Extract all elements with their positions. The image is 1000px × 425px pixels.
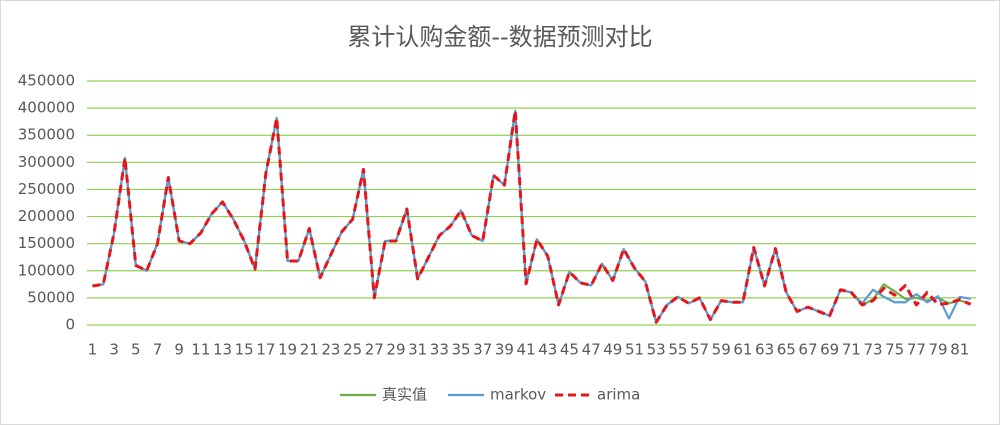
x-tick-label: 25: [343, 341, 362, 359]
y-tick-label: 50000: [27, 288, 75, 306]
y-tick-label: 100000: [18, 261, 75, 279]
x-tick-label: 9: [174, 341, 184, 359]
x-tick-label: 53: [647, 341, 666, 359]
x-tick-label: 23: [321, 341, 340, 359]
y-tick-label: 0: [65, 316, 75, 334]
y-tick-label: 150000: [18, 234, 75, 252]
x-tick-label: 17: [256, 341, 275, 359]
x-tick-label: 43: [538, 341, 557, 359]
x-tick-label: 55: [668, 341, 687, 359]
x-tick-label: 3: [109, 341, 119, 359]
x-tick-label: 5: [131, 341, 141, 359]
x-tick-label: 37: [473, 341, 492, 359]
x-tick-label: 29: [386, 341, 405, 359]
x-tick-label: 63: [755, 341, 774, 359]
legend-label: markov: [490, 386, 546, 404]
x-tick-label: 31: [408, 341, 427, 359]
x-tick-label: 79: [929, 341, 948, 359]
y-tick-label: 200000: [18, 207, 75, 225]
x-tick-label: 47: [582, 341, 601, 359]
x-tick-label: 45: [560, 341, 579, 359]
x-tick-label: 1: [88, 341, 98, 359]
x-tick-label: 7: [153, 341, 163, 359]
x-tick-label: 57: [690, 341, 709, 359]
x-tick-label: 67: [798, 341, 817, 359]
series-line: [92, 109, 972, 324]
x-tick-label: 41: [517, 341, 536, 359]
x-tick-label: 51: [625, 341, 644, 359]
x-tick-label: 19: [278, 341, 297, 359]
chart-title: 累计认购金额--数据预测对比: [347, 23, 652, 51]
x-tick-label: 75: [885, 341, 904, 359]
y-tick-label: 450000: [18, 72, 75, 90]
x-tick-label: 39: [495, 341, 514, 359]
legend-label: arima: [597, 386, 640, 404]
x-tick-label: 15: [235, 341, 254, 359]
x-tick-label: 11: [191, 341, 210, 359]
y-tick-label: 300000: [18, 153, 75, 171]
x-tick-label: 61: [733, 341, 752, 359]
x-tick-label: 13: [213, 341, 232, 359]
x-tick-label: 35: [451, 341, 470, 359]
x-tick-label: 73: [863, 341, 882, 359]
x-tick-label: 49: [603, 341, 622, 359]
y-tick-label: 400000: [18, 99, 75, 117]
x-tick-label: 65: [777, 341, 796, 359]
x-tick-label: 77: [907, 341, 926, 359]
legend-label: 真实值: [382, 386, 427, 404]
x-tick-label: 59: [712, 341, 731, 359]
x-tick-label: 69: [820, 341, 839, 359]
x-tick-label: 33: [430, 341, 449, 359]
x-tick-label: 21: [300, 341, 319, 359]
x-tick-label: 27: [365, 341, 384, 359]
x-tick-label: 71: [842, 341, 861, 359]
x-tick-label: 81: [950, 341, 969, 359]
y-tick-label: 250000: [18, 180, 75, 198]
y-tick-label: 350000: [18, 126, 75, 144]
